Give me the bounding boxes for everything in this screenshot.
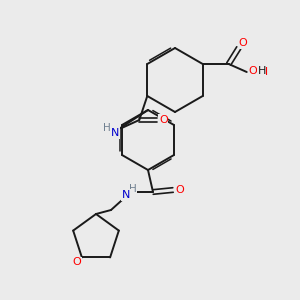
Text: H: H <box>129 184 137 194</box>
Text: O: O <box>238 38 247 48</box>
Text: H: H <box>257 66 266 76</box>
Text: OH: OH <box>251 67 268 77</box>
Text: O: O <box>159 115 168 125</box>
Text: O: O <box>248 66 257 76</box>
Text: H: H <box>103 123 111 133</box>
Text: O: O <box>176 185 184 195</box>
Text: N: N <box>111 128 119 138</box>
Text: O: O <box>73 257 81 267</box>
Text: N: N <box>122 190 130 200</box>
